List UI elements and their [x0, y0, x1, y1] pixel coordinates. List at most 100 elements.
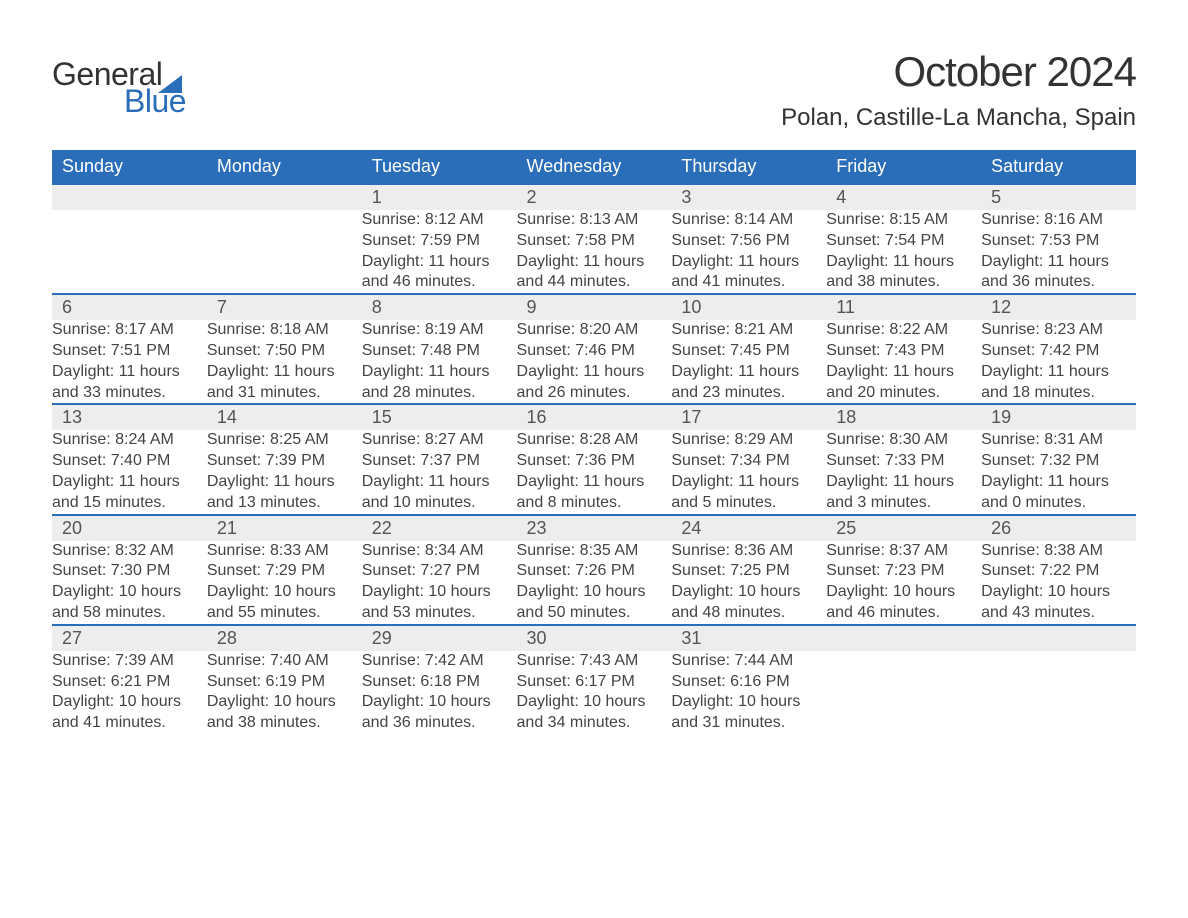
- day-number-cell: 20: [52, 515, 207, 541]
- daylight-text: Daylight: 11 hours and 3 minutes.: [826, 472, 981, 514]
- day-number-cell: 14: [207, 404, 362, 430]
- day-number: 20: [52, 516, 207, 541]
- sunrise-text: Sunrise: 8:23 AM: [981, 320, 1136, 341]
- sunrise-text: Sunrise: 7:42 AM: [362, 651, 517, 672]
- sunset-text: Sunset: 7:45 PM: [671, 341, 826, 362]
- week-daynum-row: 2728293031: [52, 625, 1136, 651]
- day-detail-cell: [981, 651, 1136, 734]
- sunrise-text: Sunrise: 8:29 AM: [671, 430, 826, 451]
- day-number: 3: [671, 185, 826, 210]
- sunset-text: Sunset: 7:37 PM: [362, 451, 517, 472]
- sunrise-text: Sunrise: 8:20 AM: [517, 320, 672, 341]
- day-number-cell: 4: [826, 184, 981, 210]
- sunrise-text: Sunrise: 8:38 AM: [981, 541, 1136, 562]
- sunrise-text: Sunrise: 8:19 AM: [362, 320, 517, 341]
- daylight-text: Daylight: 10 hours and 48 minutes.: [671, 582, 826, 624]
- sunrise-text: Sunrise: 8:28 AM: [517, 430, 672, 451]
- day-number: 18: [826, 405, 981, 430]
- day-number: 12: [981, 295, 1136, 320]
- daylight-text: Daylight: 10 hours and 50 minutes.: [517, 582, 672, 624]
- day-detail-cell: Sunrise: 7:39 AMSunset: 6:21 PMDaylight:…: [52, 651, 207, 734]
- sunset-text: Sunset: 7:30 PM: [52, 561, 207, 582]
- logo-text-blue: Blue: [124, 83, 186, 120]
- day-detail-cell: Sunrise: 8:24 AMSunset: 7:40 PMDaylight:…: [52, 430, 207, 514]
- day-detail-cell: Sunrise: 8:36 AMSunset: 7:25 PMDaylight:…: [671, 541, 826, 625]
- week-detail-row: Sunrise: 8:17 AMSunset: 7:51 PMDaylight:…: [52, 320, 1136, 404]
- day-number-cell: 16: [517, 404, 672, 430]
- day-detail-cell: Sunrise: 7:42 AMSunset: 6:18 PMDaylight:…: [362, 651, 517, 734]
- day-number-cell: 24: [671, 515, 826, 541]
- day-detail-cell: Sunrise: 8:14 AMSunset: 7:56 PMDaylight:…: [671, 210, 826, 294]
- sunrise-text: Sunrise: 8:30 AM: [826, 430, 981, 451]
- sunset-text: Sunset: 6:19 PM: [207, 672, 362, 693]
- weekday-header: Sunday: [52, 150, 207, 184]
- day-detail-cell: Sunrise: 8:22 AMSunset: 7:43 PMDaylight:…: [826, 320, 981, 404]
- sunrise-text: Sunrise: 7:39 AM: [52, 651, 207, 672]
- day-number-cell: [826, 625, 981, 651]
- sunrise-text: Sunrise: 8:37 AM: [826, 541, 981, 562]
- day-number-cell: 15: [362, 404, 517, 430]
- day-detail-cell: Sunrise: 8:12 AMSunset: 7:59 PMDaylight:…: [362, 210, 517, 294]
- day-detail-cell: Sunrise: 8:29 AMSunset: 7:34 PMDaylight:…: [671, 430, 826, 514]
- day-number: 24: [671, 516, 826, 541]
- day-detail-cell: Sunrise: 8:35 AMSunset: 7:26 PMDaylight:…: [517, 541, 672, 625]
- day-detail-cell: Sunrise: 8:27 AMSunset: 7:37 PMDaylight:…: [362, 430, 517, 514]
- day-number: 26: [981, 516, 1136, 541]
- sunset-text: Sunset: 7:59 PM: [362, 231, 517, 252]
- day-number-cell: 27: [52, 625, 207, 651]
- week-daynum-row: 13141516171819: [52, 404, 1136, 430]
- day-detail-cell: Sunrise: 8:23 AMSunset: 7:42 PMDaylight:…: [981, 320, 1136, 404]
- day-detail-cell: Sunrise: 8:16 AMSunset: 7:53 PMDaylight:…: [981, 210, 1136, 294]
- day-number: 31: [671, 626, 826, 651]
- day-detail-cell: Sunrise: 7:43 AMSunset: 6:17 PMDaylight:…: [517, 651, 672, 734]
- day-number: 21: [207, 516, 362, 541]
- sunrise-text: Sunrise: 8:24 AM: [52, 430, 207, 451]
- day-detail-cell: Sunrise: 8:15 AMSunset: 7:54 PMDaylight:…: [826, 210, 981, 294]
- weekday-header: Wednesday: [517, 150, 672, 184]
- day-number: 6: [52, 295, 207, 320]
- day-number-cell: [207, 184, 362, 210]
- weekday-header: Tuesday: [362, 150, 517, 184]
- sunset-text: Sunset: 7:32 PM: [981, 451, 1136, 472]
- sunrise-text: Sunrise: 8:25 AM: [207, 430, 362, 451]
- daylight-text: Daylight: 10 hours and 41 minutes.: [52, 692, 207, 734]
- day-number-cell: 6: [52, 294, 207, 320]
- daylight-text: Daylight: 11 hours and 8 minutes.: [517, 472, 672, 514]
- day-detail-cell: Sunrise: 8:31 AMSunset: 7:32 PMDaylight:…: [981, 430, 1136, 514]
- week-daynum-row: 20212223242526: [52, 515, 1136, 541]
- day-number: 17: [671, 405, 826, 430]
- day-number-cell: 28: [207, 625, 362, 651]
- daylight-text: Daylight: 10 hours and 55 minutes.: [207, 582, 362, 624]
- day-number-cell: 2: [517, 184, 672, 210]
- day-number: 25: [826, 516, 981, 541]
- sunrise-text: Sunrise: 7:40 AM: [207, 651, 362, 672]
- sunset-text: Sunset: 7:54 PM: [826, 231, 981, 252]
- sunset-text: Sunset: 6:18 PM: [362, 672, 517, 693]
- day-number: 27: [52, 626, 207, 651]
- day-number: 2: [517, 185, 672, 210]
- sunrise-text: Sunrise: 8:12 AM: [362, 210, 517, 231]
- sunset-text: Sunset: 7:51 PM: [52, 341, 207, 362]
- day-number-cell: 31: [671, 625, 826, 651]
- week-detail-row: Sunrise: 7:39 AMSunset: 6:21 PMDaylight:…: [52, 651, 1136, 734]
- weekday-header: Saturday: [981, 150, 1136, 184]
- day-number-cell: 9: [517, 294, 672, 320]
- day-number: 5: [981, 185, 1136, 210]
- daylight-text: Daylight: 11 hours and 26 minutes.: [517, 362, 672, 404]
- weekday-header: Friday: [826, 150, 981, 184]
- day-number: 10: [671, 295, 826, 320]
- day-number: 8: [362, 295, 517, 320]
- sunrise-text: Sunrise: 8:16 AM: [981, 210, 1136, 231]
- daylight-text: Daylight: 11 hours and 38 minutes.: [826, 252, 981, 294]
- sunrise-text: Sunrise: 8:32 AM: [52, 541, 207, 562]
- sunrise-text: Sunrise: 8:13 AM: [517, 210, 672, 231]
- sunset-text: Sunset: 7:25 PM: [671, 561, 826, 582]
- daylight-text: Daylight: 10 hours and 36 minutes.: [362, 692, 517, 734]
- day-number-cell: 11: [826, 294, 981, 320]
- sunset-text: Sunset: 7:27 PM: [362, 561, 517, 582]
- daylight-text: Daylight: 11 hours and 0 minutes.: [981, 472, 1136, 514]
- day-detail-cell: [207, 210, 362, 294]
- day-detail-cell: Sunrise: 7:44 AMSunset: 6:16 PMDaylight:…: [671, 651, 826, 734]
- daylight-text: Daylight: 11 hours and 41 minutes.: [671, 252, 826, 294]
- daylight-text: Daylight: 11 hours and 5 minutes.: [671, 472, 826, 514]
